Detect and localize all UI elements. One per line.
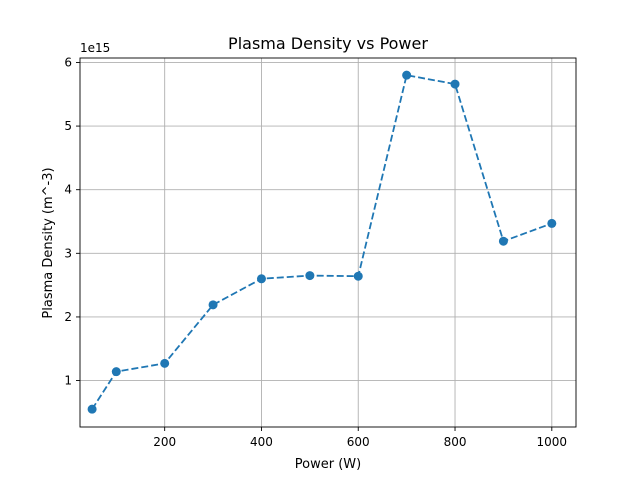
data-point bbox=[87, 404, 97, 414]
y-tick-label: 6 bbox=[64, 55, 72, 69]
data-point bbox=[111, 367, 121, 377]
x-tick-label: 800 bbox=[444, 435, 467, 449]
y-tick-label: 4 bbox=[64, 183, 72, 197]
y-tick-label: 5 bbox=[64, 119, 72, 133]
x-tick-label: 600 bbox=[347, 435, 370, 449]
y-tick-label: 3 bbox=[64, 246, 72, 260]
data-point bbox=[402, 70, 412, 80]
x-axis-label: Power (W) bbox=[295, 457, 361, 472]
data-point bbox=[450, 79, 460, 89]
chart-title: Plasma Density vs Power bbox=[228, 34, 428, 53]
x-tick-label: 200 bbox=[153, 435, 176, 449]
y-tick-label: 2 bbox=[64, 310, 72, 324]
grid bbox=[80, 58, 576, 427]
ticks: 200 400 600 800 1000 1 2 3 4 5 6 bbox=[64, 55, 567, 449]
x-tick-label: 400 bbox=[250, 435, 273, 449]
data-point bbox=[160, 358, 170, 368]
data-point bbox=[353, 271, 363, 281]
data-point bbox=[256, 274, 266, 284]
data-point bbox=[305, 271, 315, 281]
plot-frame bbox=[79, 57, 577, 428]
y-tick-label: 1 bbox=[64, 374, 72, 388]
series-layer bbox=[87, 70, 557, 414]
data-point bbox=[547, 218, 557, 228]
data-point bbox=[208, 300, 218, 310]
y-axis-label: Plasma Density (m^-3) bbox=[41, 167, 56, 318]
y-offset-label: 1e15 bbox=[80, 41, 110, 55]
data-point bbox=[498, 236, 508, 246]
x-tick-label: 1000 bbox=[537, 435, 568, 449]
